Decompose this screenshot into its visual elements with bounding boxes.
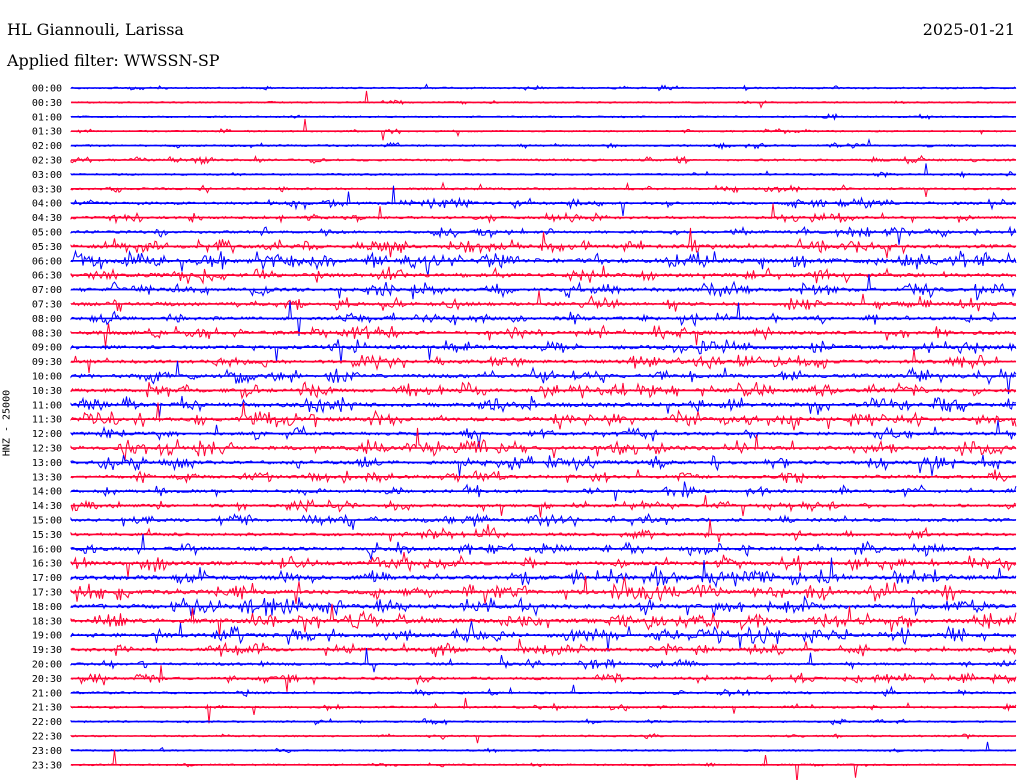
- row-label-1230: 12:30: [32, 444, 62, 455]
- row-label-1400: 14:00: [32, 487, 62, 498]
- row-label-0400: 04:00: [32, 199, 62, 210]
- row-label-1100: 11:00: [32, 400, 62, 411]
- row-label-0900: 09:00: [32, 343, 62, 354]
- row-label-2130: 21:30: [32, 703, 62, 714]
- row-label-1030: 10:30: [32, 386, 62, 397]
- station-title: HL Giannouli, Larissa: [7, 20, 184, 39]
- row-label-1500: 15:00: [32, 516, 62, 527]
- row-label-0300: 03:00: [32, 170, 62, 181]
- trace-1130: [70, 402, 1017, 431]
- trace-0330: [70, 181, 1017, 197]
- row-label-2330: 23:30: [32, 760, 62, 771]
- trace-1630: [70, 552, 1017, 578]
- trace-1900: [70, 620, 1017, 652]
- row-label-2200: 22:00: [32, 717, 62, 728]
- trace-1500: [70, 512, 1017, 530]
- trace-0430: [70, 203, 1017, 225]
- row-label-2030: 20:30: [32, 674, 62, 685]
- row-label-1200: 12:00: [32, 429, 62, 440]
- row-label-1130: 11:30: [32, 415, 62, 426]
- row-label-1330: 13:30: [32, 472, 62, 483]
- trace-2100: [70, 684, 1017, 698]
- row-label-2000: 20:00: [32, 660, 62, 671]
- trace-0130: [70, 118, 1016, 141]
- row-label-0530: 05:30: [32, 242, 62, 253]
- trace-1030: [70, 381, 1017, 400]
- row-label-2100: 21:00: [32, 688, 62, 699]
- row-label-0230: 02:30: [32, 156, 62, 167]
- row-label-0700: 07:00: [32, 285, 62, 296]
- record-date: 2025-01-21: [922, 20, 1015, 39]
- trace-0200: [70, 137, 1017, 151]
- trace-1300: [70, 454, 1017, 477]
- row-label-0730: 07:30: [32, 300, 62, 311]
- row-label-0630: 06:30: [32, 271, 62, 282]
- row-label-1530: 15:30: [32, 530, 62, 541]
- row-label-1930: 19:30: [32, 645, 62, 656]
- trace-2030: [70, 665, 1017, 692]
- trace-0900: [70, 339, 1017, 364]
- row-label-1630: 16:30: [32, 559, 62, 570]
- row-label-1600: 16:00: [32, 544, 62, 555]
- trace-0600: [70, 249, 1017, 276]
- trace-2130: [70, 697, 1017, 724]
- row-label-1830: 18:30: [32, 616, 62, 627]
- row-label-0030: 00:30: [32, 98, 62, 109]
- row-label-0000: 00:00: [32, 84, 62, 95]
- trace-0530: [70, 227, 1017, 259]
- row-label-1730: 17:30: [32, 588, 62, 599]
- row-label-2300: 23:00: [32, 746, 62, 757]
- trace-0830: [70, 323, 1016, 347]
- row-label-0830: 08:30: [32, 328, 62, 339]
- trace-1600: [70, 533, 1017, 560]
- row-label-0330: 03:30: [32, 184, 62, 195]
- row-label-0130: 01:30: [32, 127, 62, 138]
- row-label-0100: 01:00: [32, 112, 62, 123]
- row-label-0430: 04:30: [32, 213, 62, 224]
- row-label-1700: 17:00: [32, 573, 62, 584]
- trace-0730: [70, 290, 1017, 312]
- row-label-1800: 18:00: [32, 602, 62, 613]
- row-label-0800: 08:00: [32, 314, 62, 325]
- row-label-0930: 09:30: [32, 357, 62, 368]
- trace-1930: [70, 638, 1017, 658]
- row-label-0500: 05:00: [32, 228, 62, 239]
- row-label-0600: 06:00: [32, 256, 62, 267]
- trace-0030: [70, 90, 1017, 109]
- row-label-1300: 13:00: [32, 458, 62, 469]
- row-label-0200: 02:00: [32, 141, 62, 152]
- trace-1100: [70, 395, 1017, 417]
- row-label-1000: 10:00: [32, 372, 62, 383]
- row-label-1900: 19:00: [32, 631, 62, 642]
- trace-1530: [70, 519, 1017, 543]
- trace-1800: [70, 595, 1017, 617]
- trace-1730: [70, 575, 1017, 604]
- trace-1000: [70, 360, 1017, 395]
- row-label-2230: 22:30: [32, 732, 62, 743]
- row-label-1430: 14:30: [32, 501, 62, 512]
- filter-label: Applied filter: WWSSN-SP: [7, 51, 220, 70]
